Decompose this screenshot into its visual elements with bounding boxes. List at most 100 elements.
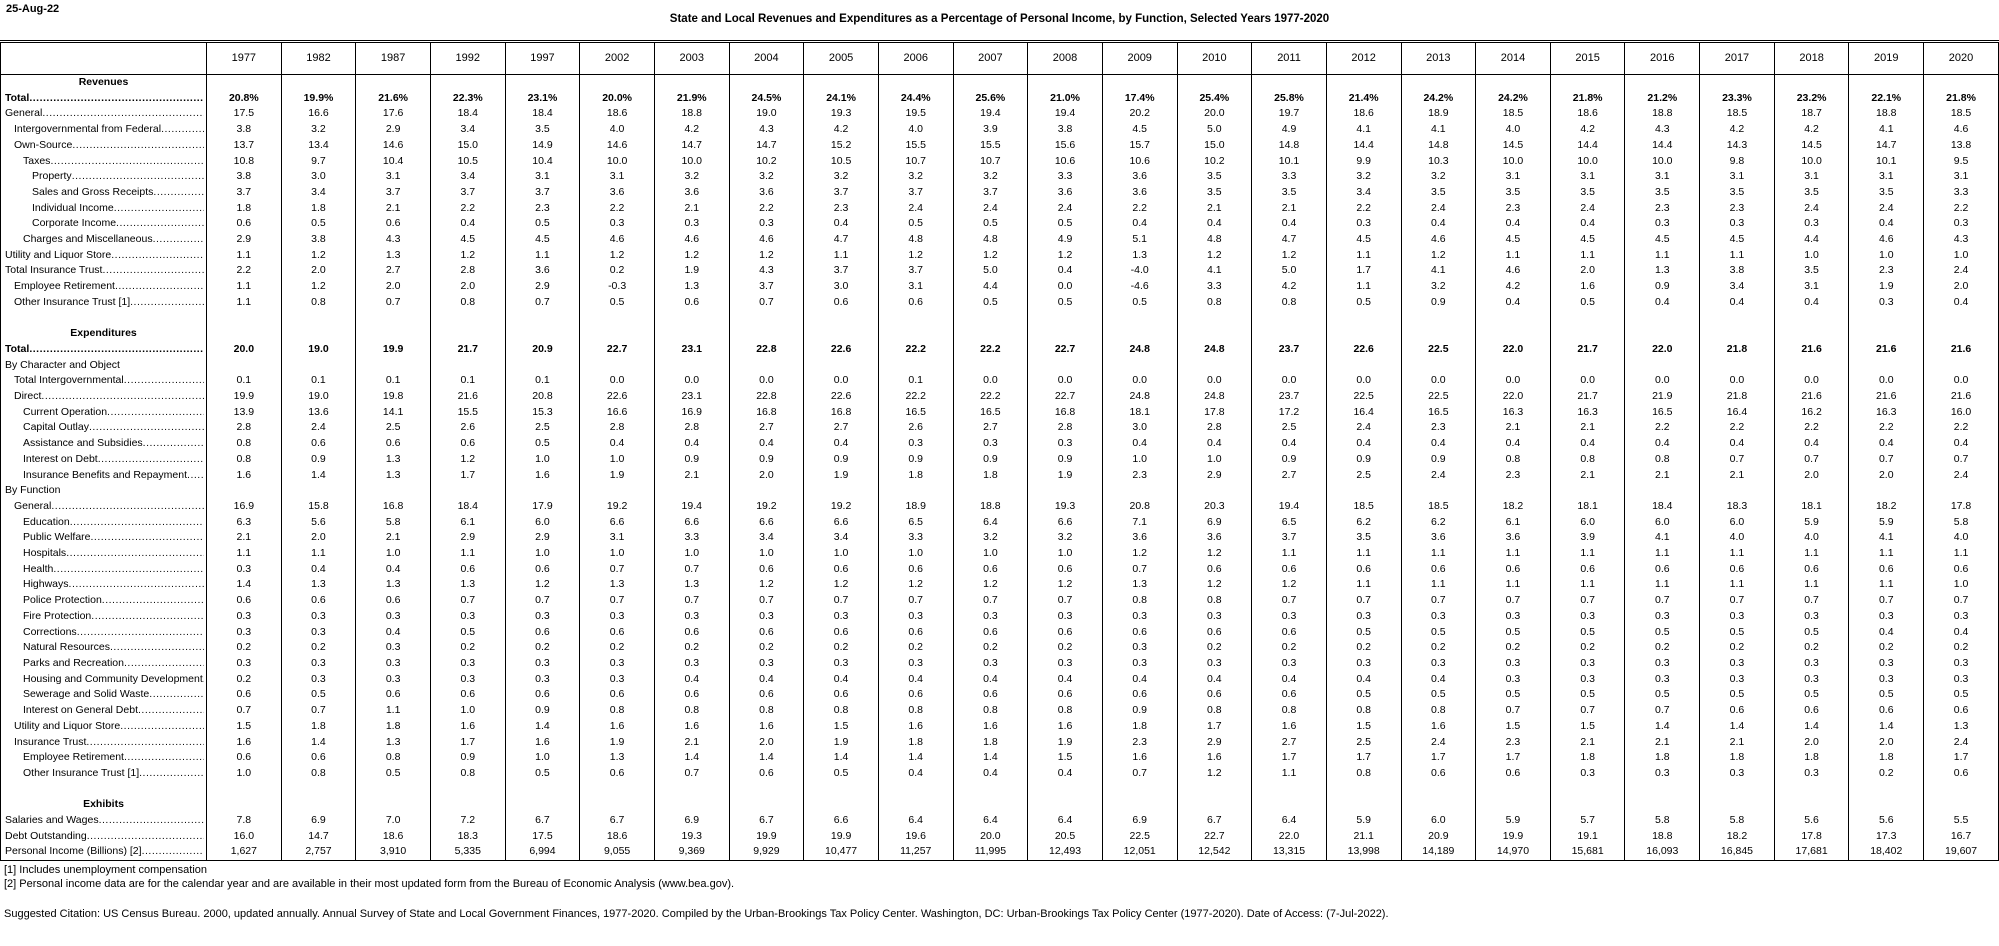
- value-cell: 0.4: [803, 671, 879, 688]
- value-cell: 2.0: [1923, 279, 1999, 295]
- value-cell: 0.6: [355, 216, 431, 233]
- row-label-cell: Total: [1, 342, 207, 358]
- value-cell: 0.3: [1325, 216, 1401, 233]
- value-cell: 0.4: [1027, 765, 1103, 782]
- row-label-text: Charges and Miscellaneous: [23, 233, 153, 246]
- empty-cell: [504, 483, 580, 499]
- value-cell: 0.2: [1923, 640, 1999, 656]
- value-cell: 6.4: [1027, 813, 1103, 829]
- row-label-cell: Sewerage and Solid Waste: [1, 687, 207, 703]
- row-label: Capital Outlay: [3, 420, 204, 436]
- value-cell: 0.3: [728, 656, 804, 672]
- value-cell: 2.4: [1027, 200, 1103, 217]
- value-cell: 0.4: [1027, 263, 1103, 280]
- value-cell: 18.6: [355, 828, 431, 845]
- value-cell: 1.8: [1549, 750, 1625, 766]
- value-cell: 0.2: [1549, 640, 1625, 656]
- value-cell: 18.8: [653, 106, 730, 123]
- value-cell: 0.3: [504, 671, 580, 688]
- dot-leader: [149, 687, 204, 703]
- row-label-text: Total: [5, 342, 30, 355]
- row-label-cell: Debt Outstanding: [1, 829, 207, 845]
- value-cell: 2.4: [1923, 467, 1999, 484]
- value-cell: 0.5: [280, 216, 356, 233]
- year-header: 2008: [1027, 41, 1103, 75]
- dot-leader: [143, 436, 204, 452]
- value-cell: 5.8: [355, 514, 431, 531]
- row-label-text: Direct: [14, 390, 42, 403]
- value-cell: 3.7: [429, 184, 506, 201]
- value-cell: 17.6: [355, 106, 431, 123]
- value-cell: 0.3: [429, 671, 506, 688]
- value-cell: 22.0: [1624, 341, 1700, 358]
- empty-cell: [1176, 357, 1252, 374]
- value-cell: 0.6: [579, 765, 655, 782]
- value-cell: 3.5: [1699, 184, 1775, 201]
- row-label-text: Natural Resources: [23, 641, 110, 654]
- value-cell: 18.1: [1549, 498, 1625, 515]
- value-cell: 0.6: [728, 765, 804, 782]
- year-header-row: 1977 1982 1987 1992 1997 2002 2003 2004 2005 2006…: [0, 41, 1999, 75]
- value-cell: 0.4: [1027, 671, 1103, 688]
- empty-cell: [653, 357, 730, 374]
- value-cell: 5.9: [1848, 514, 1924, 531]
- value-cell: 2.2: [1923, 200, 1999, 217]
- value-cell: 12,493: [1027, 844, 1103, 861]
- value-cell: 2.1: [653, 200, 730, 217]
- value-cell: 0.4: [1176, 436, 1252, 452]
- value-cell: 0.6: [653, 294, 730, 311]
- table-row: Highways1.41.31.31.31.21.31.31.21.21.21.…: [1, 577, 1999, 594]
- value-cell: 0.4: [803, 216, 879, 233]
- value-cell: 0.2: [1325, 640, 1401, 656]
- value-cell: 0.4: [1251, 216, 1327, 233]
- value-cell: 1.2: [728, 247, 804, 264]
- value-cell: 2.3: [1475, 467, 1551, 484]
- value-cell: 1.5: [1549, 718, 1625, 735]
- empty-cell: [1773, 74, 1849, 91]
- value-cell: 5.9: [1475, 813, 1551, 829]
- value-cell: 18.2: [1699, 828, 1775, 845]
- value-cell: 0.0: [1923, 373, 1999, 390]
- value-cell: 2.4: [280, 420, 356, 437]
- value-cell: 18.5: [1475, 106, 1551, 123]
- value-cell: 10.1: [1848, 153, 1924, 170]
- value-cell: 21.8%: [1549, 90, 1625, 107]
- value-cell: 3.8: [1699, 263, 1775, 280]
- row-label: Interest on Debt: [3, 452, 204, 468]
- row-label-text: Debt Outstanding: [5, 829, 87, 842]
- value-cell: 5.0: [1251, 263, 1327, 280]
- empty-cell: [1848, 310, 1924, 327]
- value-cell: 2.3: [803, 200, 879, 217]
- value-cell: 2.4: [1549, 200, 1625, 217]
- empty-cell: [1923, 483, 1999, 499]
- dot-leader: [161, 122, 204, 138]
- value-cell: 6.6: [803, 514, 879, 531]
- value-cell: 3.2: [728, 169, 804, 185]
- value-cell: 0.3: [1400, 656, 1476, 672]
- value-cell: 19,607: [1923, 844, 1999, 861]
- empty-cell: [1549, 310, 1625, 327]
- empty-cell: [1325, 357, 1401, 374]
- value-cell: 0.0: [1475, 373, 1551, 390]
- value-cell: 0.3: [1848, 608, 1924, 625]
- value-cell: 0.2: [877, 640, 954, 656]
- value-cell: 21.7: [429, 341, 506, 358]
- value-cell: 1.8: [280, 200, 356, 217]
- value-cell: 2.8: [1176, 420, 1252, 437]
- row-label: Natural Resources: [3, 640, 204, 656]
- value-cell: 1.3: [579, 750, 655, 766]
- value-cell: 0.3: [728, 608, 804, 625]
- value-cell: 2.2: [1923, 420, 1999, 437]
- value-cell: 25.8%: [1251, 90, 1327, 107]
- row-label: Other Insurance Trust [1]: [3, 766, 204, 782]
- value-cell: 2.3: [1475, 200, 1551, 217]
- value-cell: 3.5: [1549, 184, 1625, 201]
- value-cell: 2.2: [1699, 420, 1775, 437]
- value-cell: 4.0: [1923, 530, 1999, 547]
- dot-leader: [102, 263, 204, 279]
- value-cell: 3.2: [877, 169, 954, 185]
- value-cell: 16.3: [1549, 404, 1625, 421]
- value-cell: 3.6: [1101, 169, 1178, 185]
- value-cell: 5,335: [429, 844, 506, 861]
